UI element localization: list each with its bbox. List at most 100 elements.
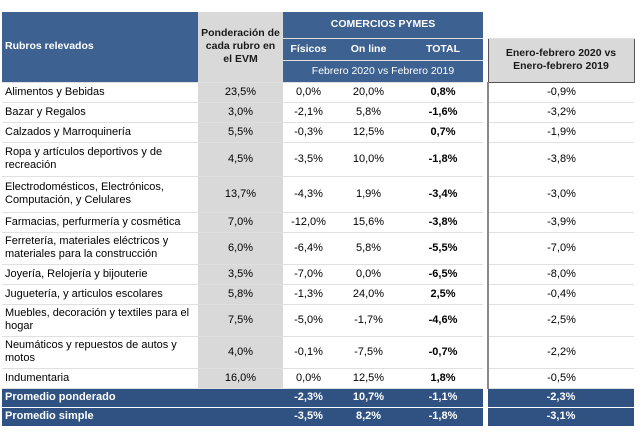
header-ponderacion: Ponderación de cada rubro en el EVM [198, 12, 283, 83]
fisicos: -2,1% [283, 102, 334, 123]
gap [483, 82, 488, 102]
ene-feb: -0,9% [487, 82, 634, 103]
total: -1,6% [403, 102, 483, 123]
ene-feb: -3,0% [487, 176, 634, 213]
rubro: Indumentaria [2, 368, 198, 389]
ponderacion: 5,8% [198, 284, 283, 305]
header-total: TOTAL [403, 38, 483, 61]
row: Juguetería, y articulos escolares 5,8% -1,… [2, 284, 634, 305]
ene-feb: -0,4% [487, 284, 634, 305]
rubro: Bazar y Regalos [2, 102, 198, 123]
gap [483, 122, 488, 142]
online: 24,0% [334, 284, 403, 305]
ponderacion: 3,5% [198, 264, 283, 285]
total: -6,5% [403, 264, 483, 285]
table-wrap: Rubros relevados Ponderación de cada rub… [2, 12, 635, 427]
gap [483, 388, 488, 408]
rubro: Electrodomésticos, Electrónicos, Computa… [2, 176, 198, 213]
total: -1,8% [403, 142, 483, 177]
footer-fisicos: -2,3% [283, 388, 334, 408]
ene-feb: -2,5% [487, 304, 634, 337]
gap [483, 284, 488, 304]
row: Indumentaria 16,0% 0,0% 12,5% 1,8% -0,5% [2, 368, 634, 389]
ponderacion: 5,5% [198, 122, 283, 143]
ene-feb: -3,8% [487, 142, 634, 177]
table: Rubros relevados Ponderación de cada rub… [2, 12, 635, 427]
online: 5,8% [334, 102, 403, 123]
ponderacion: 13,7% [198, 176, 283, 213]
gap [483, 264, 488, 284]
header-period: Febrero 2020 vs Febrero 2019 [283, 60, 483, 83]
footer-online: 10,7% [334, 388, 403, 408]
ene-feb: -3,2% [487, 102, 634, 123]
row: Bazar y Regalos 3,0% -2,1% 5,8% -1,6% -3,2% [2, 102, 634, 123]
total: -5,5% [403, 232, 483, 265]
online: 20,0% [334, 82, 403, 103]
online: 12,5% [334, 368, 403, 389]
fisicos: -6,4% [283, 232, 334, 265]
total: 1,8% [403, 368, 483, 389]
online: 5,8% [334, 232, 403, 265]
row: Muebles, decoración y textiles para el h… [2, 304, 634, 337]
rubro: Joyería, Relojería y bijouterie [2, 264, 198, 285]
online: 12,5% [334, 122, 403, 143]
total: -3,4% [403, 176, 483, 213]
gap [483, 176, 488, 212]
fisicos: -1,3% [283, 284, 334, 305]
row: Electrodomésticos, Electrónicos, Computa… [2, 176, 634, 213]
footer-row: Promedio simple -3,5% 8,2% -1,8% -3,1% [2, 407, 634, 427]
gap [483, 336, 488, 368]
row: Calzados y Marroquinería 5,5% -0,3% 12,5% 0,… [2, 122, 634, 143]
ponderacion: 7,5% [198, 304, 283, 337]
rubro: Juguetería, y articulos escolares [2, 284, 198, 305]
header-ene-feb: Enero-febrero 2020 vs Enero-febrero 2019 [487, 37, 635, 83]
online: 0,0% [334, 264, 403, 285]
ene-feb: -1,9% [487, 122, 634, 143]
ponderacion: 6,0% [198, 232, 283, 265]
rubro: Ferretería, materiales eléctricos y mate… [2, 232, 198, 265]
footer-total: -1,1% [403, 388, 483, 408]
header-group: COMERCIOS PYMES [283, 12, 483, 39]
fisicos: 0,0% [283, 82, 334, 103]
rubro: Farmacias, perfurmería y cosmética [2, 212, 198, 233]
gap [483, 304, 488, 336]
online: -1,7% [334, 304, 403, 337]
header-rubros: Rubros relevados [2, 12, 198, 83]
ponderacion: 16,0% [198, 368, 283, 389]
fisicos: -3,5% [283, 142, 334, 177]
ponderacion: 4,5% [198, 142, 283, 177]
footer-label: Promedio simple [2, 407, 283, 427]
total: -4,6% [403, 304, 483, 337]
footer-row: Promedio ponderado -2,3% 10,7% -1,1% -2,3% [2, 388, 634, 408]
ene-feb: -0,5% [487, 368, 634, 389]
row: Farmacias, perfurmería y cosmética 7,0% -1… [2, 212, 634, 233]
gap [483, 232, 488, 264]
total: -3,8% [403, 212, 483, 233]
gap [483, 368, 488, 388]
rubro: Alimentos y Bebidas [2, 82, 198, 103]
total: 2,5% [403, 284, 483, 305]
ene-feb: -2,2% [487, 336, 634, 369]
fisicos: -12,0% [283, 212, 334, 233]
gap [483, 142, 488, 176]
online: 1,9% [334, 176, 403, 213]
fisicos: 0,0% [283, 368, 334, 389]
online: -7,5% [334, 336, 403, 369]
fisicos: -0,1% [283, 336, 334, 369]
total: 0,7% [403, 122, 483, 143]
rubro: Ropa y artículos deportivos y de recreac… [2, 142, 198, 177]
footer-label: Promedio ponderado [2, 388, 283, 408]
rubro: Muebles, decoración y textiles para el h… [2, 304, 198, 337]
row: Ropa y artículos deportivos y de recreac… [2, 142, 634, 177]
ene-feb: -7,0% [487, 232, 634, 265]
online: 15,6% [334, 212, 403, 233]
footer-total: -1,8% [403, 407, 483, 427]
header-fisicos: Físicos [283, 38, 334, 61]
ponderacion: 3,0% [198, 102, 283, 123]
ene-feb: -8,0% [487, 264, 634, 285]
rubro: Neumáticos y repuestos de autos y motos [2, 336, 198, 369]
gap [483, 212, 488, 232]
rubro: Calzados y Marroquinería [2, 122, 198, 143]
fisicos: -7,0% [283, 264, 334, 285]
